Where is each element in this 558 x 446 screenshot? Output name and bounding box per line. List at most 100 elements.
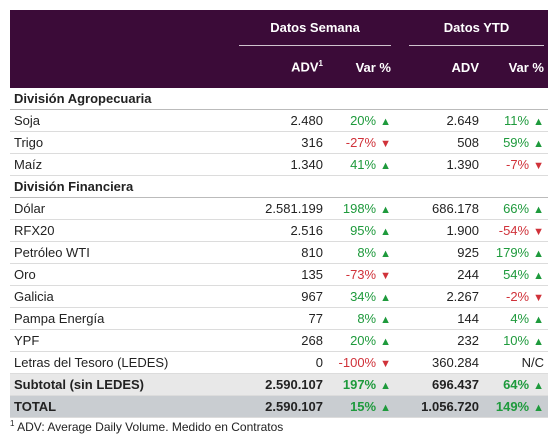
adv-value: 925 (457, 245, 479, 260)
cell: 4% ▲ (483, 307, 548, 330)
col-text: ADV (291, 59, 319, 75)
cell: 244 (405, 263, 483, 286)
spacer (395, 197, 405, 220)
col-text: Var % (508, 59, 544, 75)
row: Dólar 2.581.199 198% ▲ 686.178 66% ▲ (10, 197, 548, 220)
var-value: 66% (503, 201, 530, 216)
row-label: Dólar (10, 197, 235, 220)
group-cell: Datos Semana (235, 10, 395, 46)
trend-arrow: ▲ (380, 336, 391, 348)
var-value: -73% (345, 267, 377, 282)
adv-value: 1.056.720 (421, 399, 479, 414)
trend-arrow: ▲ (380, 402, 391, 414)
spacer (395, 131, 405, 154)
section-row: División Financiera (10, 175, 548, 198)
row: Subtotal (sin LEDES) 2.590.107 197% ▲ 696.43… (10, 373, 548, 396)
adv-value: 2.581.199 (265, 201, 323, 216)
var-value: 8% (357, 311, 377, 326)
cell: 20% ▲ (327, 329, 395, 352)
cell: 77 (235, 307, 327, 330)
spacer (395, 373, 405, 396)
var-value: 10% (503, 333, 530, 348)
var-value: 34% (350, 289, 377, 304)
row-label: Maíz (10, 153, 235, 176)
table-wrap: Datos Semana Datos YTD ADV1 Var % ADV Va… (10, 10, 548, 418)
group-label: Datos YTD (409, 11, 544, 46)
col-text: ADV (451, 59, 479, 75)
var-value: 11% (504, 113, 530, 128)
row-label: YPF (10, 329, 235, 352)
spacer (395, 395, 405, 418)
spacer (395, 109, 405, 132)
adv-value: 1.340 (290, 157, 323, 172)
trend-arrow: ▲ (533, 380, 544, 392)
row: Letras del Tesoro (LEDES) 0 -100% ▼ 360.284 N… (10, 351, 548, 374)
trend-arrow: ▲ (533, 336, 544, 348)
adv-value: 686.178 (432, 201, 479, 216)
row-label: Soja (10, 109, 235, 132)
cell: 2.267 (405, 285, 483, 308)
cell: 179% ▲ (483, 241, 548, 264)
cell: 360.284 (405, 351, 483, 374)
cell: 95% ▲ (327, 219, 395, 242)
group-label: Datos Semana (239, 11, 391, 46)
row: TOTAL 2.590.107 15% ▲ 1.056.720 149% ▲ (10, 395, 548, 418)
cell: 967 (235, 285, 327, 308)
trend-arrow: ▲ (533, 402, 544, 414)
trend-arrow: ▲ (533, 248, 544, 260)
cell: -2% ▼ (483, 285, 548, 308)
cell: 268 (235, 329, 327, 352)
adv-value: 135 (301, 267, 323, 282)
col-label: ADV (405, 46, 483, 88)
cell: 34% ▲ (327, 285, 395, 308)
trend-arrow: ▲ (533, 204, 544, 216)
row: Maíz 1.340 41% ▲ 1.390 -7% ▼ (10, 153, 548, 176)
cell: 1.340 (235, 153, 327, 176)
spacer (395, 285, 405, 308)
cell: 810 (235, 241, 327, 264)
adv-value: 2.480 (290, 113, 323, 128)
adv-value: 268 (301, 333, 323, 348)
cell: 2.649 (405, 109, 483, 132)
footnote: 1 ADV: Average Daily Volume. Medido en C… (10, 419, 283, 434)
var-value: 15% (350, 399, 377, 414)
col-label: Var % (327, 46, 395, 88)
var-value: -54% (498, 223, 530, 238)
row: YPF 268 20% ▲ 232 10% ▲ (10, 329, 548, 352)
var-value: 64% (503, 377, 530, 392)
row-label: Oro (10, 263, 235, 286)
var-value: -7% (505, 157, 530, 172)
trend-arrow: ▼ (533, 292, 544, 304)
trend-arrow: ▼ (533, 226, 544, 238)
trend-arrow: ▼ (533, 160, 544, 172)
cell: 8% ▲ (327, 241, 395, 264)
cell: 11% ▲ (483, 109, 548, 132)
var-value: 20% (350, 333, 377, 348)
cell: 2.590.107 (235, 373, 327, 396)
var-value: 54% (503, 267, 530, 282)
column-header: ADV1 Var % ADV Var % (10, 46, 548, 88)
spacer (395, 351, 405, 374)
cell: -100% ▼ (327, 351, 395, 374)
adv-value: 360.284 (432, 355, 479, 370)
spacer (395, 153, 405, 176)
cell: -7% ▼ (483, 153, 548, 176)
cell: 232 (405, 329, 483, 352)
var-value: -27% (345, 135, 377, 150)
trend-arrow: ▲ (533, 138, 544, 150)
cell: 1.390 (405, 153, 483, 176)
cell: 66% ▲ (483, 197, 548, 220)
cell: N/C (483, 351, 548, 374)
adv-value: 244 (457, 267, 479, 282)
var-value: 95% (350, 223, 377, 238)
adv-value: 696.437 (432, 377, 479, 392)
spacer (395, 307, 405, 330)
trend-arrow: ▲ (380, 204, 391, 216)
var-value: -100% (338, 355, 377, 370)
adv-value: 77 (308, 311, 323, 326)
adv-value: 144 (457, 311, 479, 326)
adv-value: 967 (301, 289, 323, 304)
row-label: Petróleo WTI (10, 241, 235, 264)
cell: 2.516 (235, 219, 327, 242)
adv-value: 2.590.107 (265, 399, 323, 414)
